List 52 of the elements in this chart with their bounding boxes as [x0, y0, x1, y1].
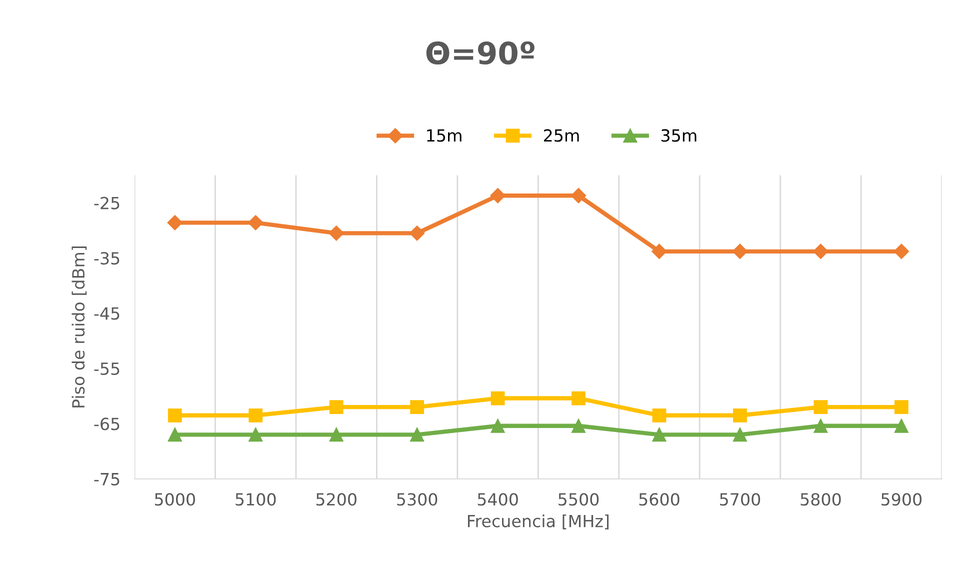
point [410, 400, 424, 414]
y-tick-label: -75 [94, 473, 120, 486]
x-tick-label: 5800 [800, 493, 841, 506]
point [652, 408, 666, 422]
point [814, 400, 828, 414]
y-tick-label: -65 [94, 418, 120, 430]
x-tick-label: 5400 [478, 493, 518, 506]
x-tick-label: 5700 [720, 493, 760, 506]
x-tick-label: 5100 [236, 493, 276, 506]
x-tick-label: 5000 [154, 493, 196, 506]
y-tick-label: -45 [94, 307, 120, 320]
point [894, 244, 909, 259]
point [168, 408, 182, 422]
point [410, 226, 425, 241]
point [813, 244, 828, 259]
point [329, 428, 344, 442]
point [490, 391, 505, 406]
x-tick-label: 5600 [639, 493, 680, 506]
point [248, 215, 264, 230]
point [167, 215, 182, 230]
point [490, 418, 505, 433]
point [490, 188, 506, 204]
x-tick-label: 5200 [316, 493, 356, 506]
legend-label: 35m [661, 129, 696, 142]
x-tick-label: 5500 [558, 493, 599, 506]
y-tick-label: -25 [94, 196, 120, 210]
point [652, 428, 666, 442]
x-tick-label: 5900 [881, 493, 922, 506]
y-tick-label: -55 [94, 362, 120, 376]
point [814, 418, 828, 433]
point [410, 428, 424, 442]
point [733, 408, 747, 422]
point [572, 391, 586, 406]
x-tick-label: 5300 [397, 493, 438, 506]
point [733, 428, 747, 442]
point [248, 428, 263, 442]
point [572, 418, 586, 433]
point [168, 428, 182, 442]
legend-label: 25m [544, 129, 579, 142]
point [732, 244, 748, 259]
point [894, 418, 908, 433]
point [652, 244, 667, 259]
legend-label: 15m [427, 129, 462, 142]
chart-title: Θ=90º [426, 41, 534, 65]
point [248, 408, 263, 422]
point [570, 188, 586, 204]
y-tick-label: -35 [94, 252, 120, 265]
y-axis-title: Piso de ruido [dBm] [72, 246, 87, 408]
point [894, 400, 908, 414]
point [329, 400, 344, 414]
point [328, 226, 344, 241]
x-axis-title: Frecuencia [MHz] [468, 514, 609, 530]
